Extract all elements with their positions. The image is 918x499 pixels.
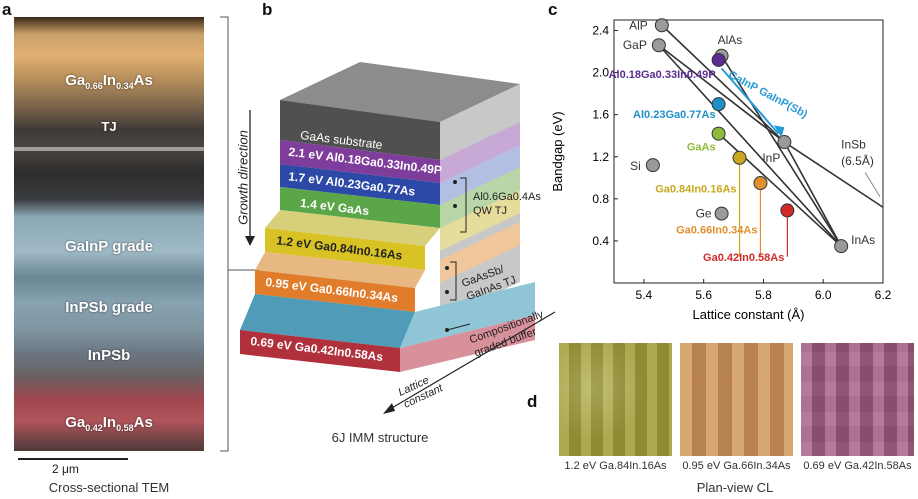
insb-pointer (864, 172, 881, 197)
layer-gaino34 (255, 270, 415, 312)
tem-layer-1: Ga0.66In0.34As (65, 72, 153, 91)
alloy-label: Ga0.84In0.16As (655, 184, 736, 196)
alloy-point (711, 52, 726, 67)
alloy-curve (658, 44, 785, 143)
binary-label: Ge (696, 207, 712, 221)
layer-algainp (280, 140, 440, 183)
binary-label: GaP (623, 38, 647, 52)
binary-point (651, 38, 666, 53)
tem-layer-5: InPSb (87, 347, 131, 364)
alloy-label: Al0.18Ga0.33In0.49P (609, 69, 716, 81)
alloy-curve (720, 55, 842, 247)
alloy-point (711, 97, 726, 112)
cl-image-2 (680, 343, 793, 456)
gainp-arrow-label: GaInP GaInP(Sb) (726, 69, 809, 121)
cl-image-3 (801, 343, 914, 456)
y-tick-label: 2.0 (592, 66, 609, 80)
y-axis-label: Bandgap (eV) (550, 111, 565, 191)
imm-caption: 6J IMM structure (331, 430, 429, 445)
tem-layer-6: Ga0.42In0.58As (65, 414, 153, 433)
alloy-point (732, 150, 747, 165)
graded-buffer (240, 294, 415, 348)
layer-gaino16 (265, 228, 425, 270)
tem-layer-4: InPSb grade (65, 299, 153, 316)
insb-curve (783, 141, 884, 208)
bandgap-chart: 5.4 5.6 5.8 6.0 6.2 0.4 0.8 1.2 1.6 2.0 2.4 Lattice… (550, 18, 892, 322)
scale-bar-line (18, 458, 128, 460)
y-tick-label: 0.4 (592, 234, 609, 248)
insb-sub-label: (6.5Å) (841, 153, 874, 168)
x-tick-label: 5.4 (636, 288, 653, 302)
x-tick-label: 5.8 (755, 288, 772, 302)
alloy-label: GaAs (687, 141, 716, 153)
y-tick-label: 0.8 (592, 192, 609, 206)
alloy-curve (658, 44, 842, 247)
x-tick-label: 6.0 (815, 288, 832, 302)
panel-a-letter: a (2, 0, 12, 19)
alloy-label: Ga0.42In0.58As (703, 252, 784, 264)
y-tick-label: 2.4 (592, 24, 609, 38)
alloy-point (780, 203, 795, 218)
insb-label: InSb (841, 137, 866, 151)
growth-direction-label: Growth direction (235, 130, 251, 225)
alloy-curve (783, 141, 842, 247)
y-tick-label: 1.2 (592, 150, 609, 164)
binary-label: InAs (851, 233, 875, 247)
substrate-top (280, 62, 520, 122)
cl-caption-1: 1.2 eV Ga.84In.16As (564, 460, 667, 472)
binary-label: AlAs (718, 33, 743, 47)
binary-label: Si (630, 159, 641, 173)
gainp-arrow (720, 67, 780, 135)
x-tick-label: 5.6 (695, 288, 712, 302)
tem-layer-2: TJ (101, 119, 117, 134)
y-tick-label: 1.6 (592, 108, 609, 122)
alloy-label: Ga0.66In0.34As (676, 225, 757, 237)
binary-point (777, 135, 792, 150)
plan-view-caption: Plan-view CL (696, 480, 774, 495)
tem-tj-stripe (14, 147, 204, 151)
tem-layer-3: GaInP grade (64, 238, 154, 255)
cl-image-1 (559, 343, 672, 456)
layer-algaas (280, 164, 440, 205)
alloy-point (753, 176, 768, 191)
panel-d-letter: d (527, 392, 538, 411)
connector-lines (220, 16, 260, 452)
alloy-label: Al0.23Ga0.77As (633, 109, 716, 121)
binary-point (654, 18, 669, 33)
tem-image (14, 17, 204, 451)
tem-caption: Cross-sectional TEM (48, 480, 170, 495)
x-tick-label: 6.2 (875, 288, 892, 302)
binary-label: AlP (629, 18, 648, 32)
binary-point (645, 158, 660, 173)
binary-label: InP (762, 151, 780, 165)
scale-bar-label: 2 μm (52, 462, 79, 476)
binary-point (714, 206, 729, 221)
imm-structure-diagram (240, 62, 556, 414)
binary-point (834, 239, 849, 254)
panel-b-letter: b (262, 0, 273, 19)
x-axis-label: Lattice constant (Å) (693, 307, 805, 322)
layer-gaino58 (240, 330, 400, 372)
plot-frame (613, 19, 884, 284)
qw-tj-label: Al0.6Ga0.4As QW TJ (473, 191, 541, 217)
layer-gaas (280, 187, 440, 228)
alloy-point (711, 126, 726, 141)
cl-caption-2: 0.95 eV Ga.66In.34As (682, 460, 791, 472)
gainp-arrowhead (773, 125, 785, 138)
panel-c-letter: c (548, 0, 558, 19)
cl-caption-3: 0.69 eV Ga.42In.58As (803, 460, 912, 472)
